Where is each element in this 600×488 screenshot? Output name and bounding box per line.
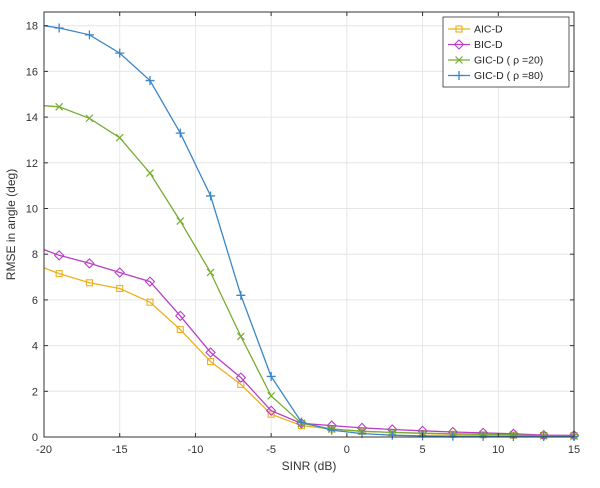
data-point-marker <box>266 371 276 381</box>
data-point-marker <box>327 425 337 435</box>
data-point-marker <box>175 310 186 322</box>
data-point-marker <box>144 276 156 287</box>
data-point-marker <box>84 30 94 40</box>
x-tick-label: -5 <box>266 444 276 456</box>
series-line <box>43 267 575 437</box>
y-tick-label: 18 <box>26 21 38 33</box>
data-point-marker <box>448 431 458 441</box>
data-point-marker <box>175 128 185 138</box>
data-point-marker <box>478 431 488 441</box>
data-point-marker <box>267 391 276 400</box>
legend-item: AIC-D <box>448 24 503 36</box>
data-point-marker <box>84 258 95 269</box>
y-tick-label: 4 <box>32 341 38 353</box>
x-axis-label: SINR (dB) <box>282 459 337 473</box>
y-tick-label: 6 <box>32 295 38 307</box>
legend-marker <box>454 71 464 80</box>
data-point-marker <box>205 347 216 358</box>
y-tick-label: 16 <box>26 66 38 78</box>
data-point-marker <box>146 169 154 178</box>
data-point-marker <box>85 114 94 123</box>
legend-label: AIC-D <box>474 24 503 36</box>
data-point-marker <box>236 332 245 341</box>
data-point-marker <box>145 76 155 86</box>
data-point-marker <box>235 372 247 383</box>
data-point-marker <box>54 23 64 33</box>
data-point-marker <box>176 217 185 225</box>
legend-marker <box>455 56 463 64</box>
data-point-marker <box>387 430 397 440</box>
x-tick-label: -20 <box>36 444 52 456</box>
y-axis-label: RMSE in angle (deg) <box>4 169 18 280</box>
data-point-marker <box>115 48 125 58</box>
legend-label: GIC-D ( ρ =80) <box>474 70 543 82</box>
axis-ticks: -20 -15 -10 -5 0 5 10 15 0 2 4 6 8 10 12 14 16 18 <box>26 12 580 456</box>
plot-area-frame <box>43 11 575 438</box>
x-tick-label: 5 <box>420 444 426 456</box>
x-tick-label: -15 <box>112 444 128 456</box>
y-tick-label: 2 <box>32 386 38 398</box>
data-point-marker <box>55 270 63 278</box>
legend-marker <box>453 39 465 50</box>
legend-item: GIC-D ( ρ =80) <box>448 70 543 82</box>
series-line <box>43 248 575 437</box>
legend-marker <box>455 25 463 33</box>
data-point-marker <box>206 268 215 277</box>
data-point-marker <box>206 191 216 201</box>
legend-label: GIC-D ( ρ =20) <box>474 55 543 67</box>
data-point-marker <box>296 417 306 427</box>
x-tick-label: 10 <box>492 444 504 456</box>
y-tick-label: 8 <box>32 249 38 261</box>
data-point-marker <box>55 102 64 111</box>
data-point-marker <box>265 405 277 417</box>
data-point-marker <box>115 133 124 142</box>
data-point-marker <box>207 358 215 366</box>
legend-label: BIC-D <box>474 39 503 51</box>
data-point-marker <box>53 250 65 261</box>
series-line <box>43 105 575 437</box>
data-point-marker <box>236 290 246 300</box>
data-point-marker <box>116 284 124 293</box>
plot-series <box>43 23 580 442</box>
legend-item: GIC-D ( ρ =20) <box>448 55 543 67</box>
data-point-marker <box>146 298 154 306</box>
y-tick-label: 14 <box>26 112 38 124</box>
x-tick-label: 15 <box>568 444 580 456</box>
data-point-marker <box>85 279 93 287</box>
data-point-marker <box>176 326 184 334</box>
y-tick-label: 12 <box>26 158 38 170</box>
grid <box>43 12 575 438</box>
x-tick-label: -10 <box>187 444 203 456</box>
legend-item: BIC-D <box>448 39 503 51</box>
series-3 <box>43 102 578 441</box>
data-point-marker <box>114 267 125 278</box>
x-tick-label: 0 <box>344 444 350 456</box>
y-tick-label: 0 <box>32 432 38 444</box>
legend: AIC-D BIC-D GIC-D ( ρ =20) GIC-D ( ρ =80) <box>442 16 570 88</box>
y-tick-label: 10 <box>26 204 38 216</box>
series-1 <box>43 267 578 440</box>
